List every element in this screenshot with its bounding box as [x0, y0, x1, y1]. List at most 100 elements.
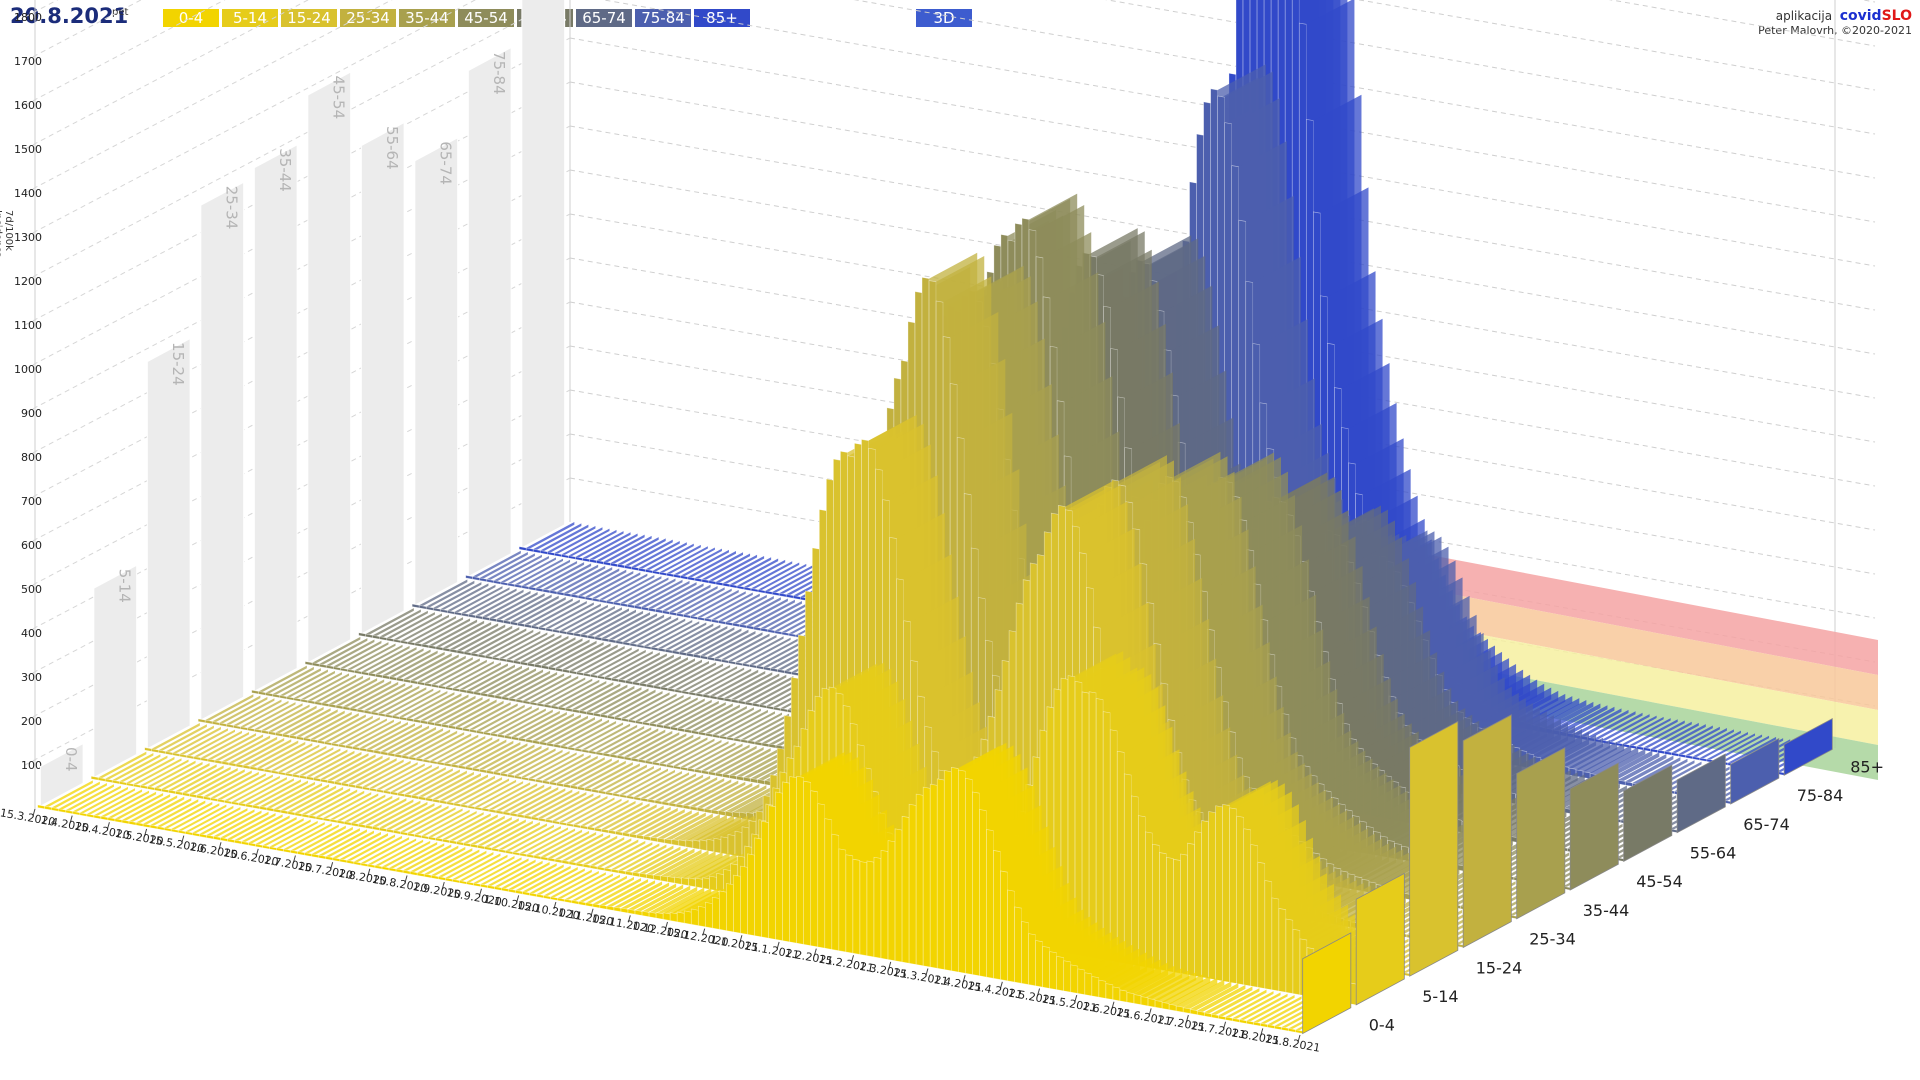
bar-side	[1699, 732, 1748, 761]
bar-side	[309, 789, 358, 818]
legend-item-25-34[interactable]: 25-34	[340, 9, 396, 27]
legend-item-85+[interactable]: 85+	[694, 9, 750, 27]
bar-side	[672, 624, 721, 654]
bar-side	[543, 869, 592, 898]
bar	[662, 610, 670, 615]
y-tick-label: 700	[21, 495, 42, 508]
bar	[1274, 1025, 1282, 1031]
bar	[620, 907, 629, 914]
bar	[972, 791, 980, 977]
bar	[265, 692, 274, 697]
bar-side	[644, 619, 693, 649]
group-label-15-24: 15-24	[1476, 958, 1523, 977]
bar	[614, 716, 622, 721]
bar	[535, 587, 544, 593]
bar	[172, 752, 181, 757]
bar	[354, 670, 362, 675]
bar-side	[655, 583, 704, 612]
bar-side	[276, 822, 325, 851]
bar	[740, 865, 748, 935]
bar-side	[507, 748, 556, 777]
bar	[373, 749, 382, 755]
bar	[510, 621, 518, 626]
bar-side	[397, 767, 446, 796]
legend-item-15-24[interactable]: 15-24	[281, 9, 337, 27]
bar	[404, 793, 413, 799]
bar	[536, 702, 545, 708]
wall-gridline	[569, 169, 1876, 399]
legend-item-45-54[interactable]: 45-54	[458, 9, 514, 27]
bar	[529, 701, 538, 706]
x-tick	[851, 955, 855, 963]
bar	[744, 701, 753, 707]
bar	[796, 775, 805, 945]
legend-item-75-84[interactable]: 75-84	[635, 9, 691, 27]
bar	[449, 648, 458, 654]
brand-name-slo[interactable]: SLO	[1881, 8, 1912, 24]
bar-side	[86, 788, 136, 817]
brand-name-covid[interactable]: covid	[1839, 8, 1882, 24]
view-3d-button[interactable]: 3D	[916, 9, 972, 27]
bar	[603, 867, 612, 873]
bar-side	[639, 657, 688, 686]
bar	[324, 741, 333, 746]
bar	[1084, 972, 1093, 997]
bar	[785, 594, 794, 599]
wall-gridline	[569, 345, 1876, 575]
bar-side	[571, 874, 620, 903]
bar-side	[348, 758, 397, 787]
bar	[388, 867, 397, 872]
bar-side	[560, 719, 610, 749]
legend-item-5-14[interactable]: 5-14	[222, 9, 278, 27]
bar	[191, 832, 200, 837]
bar-side	[529, 867, 578, 896]
bar-side	[508, 863, 557, 892]
bar-side	[236, 738, 285, 767]
bar-side	[604, 651, 653, 680]
wall-max-bar-25-34	[200, 181, 245, 721]
bar	[757, 589, 766, 594]
bar	[400, 640, 409, 645]
bar-side	[1720, 735, 1770, 764]
y-tick-label: 1300	[14, 231, 42, 244]
bar	[420, 719, 428, 725]
bar-side	[485, 629, 534, 658]
bar-side	[654, 774, 704, 804]
bar-side	[360, 837, 410, 866]
bar-side	[478, 628, 527, 657]
bar	[662, 912, 671, 921]
legend-item-65-74[interactable]: 65-74	[576, 9, 632, 27]
wall-max-label-45-54: 45-54	[329, 76, 347, 120]
bar	[358, 632, 367, 637]
bar-side	[746, 599, 795, 629]
bar-side	[290, 824, 339, 853]
bar	[466, 690, 475, 695]
bar	[675, 803, 684, 809]
bar	[529, 892, 537, 898]
bar	[286, 696, 295, 701]
bar-side	[558, 680, 607, 710]
legend-item-0-4[interactable]: 0-4	[163, 9, 219, 27]
bar-side	[414, 808, 463, 837]
bar-side	[227, 812, 276, 842]
bar	[562, 668, 570, 674]
legend-item-35-44[interactable]: 35-44	[399, 9, 455, 27]
bar-side	[524, 789, 573, 818]
bar	[427, 721, 435, 726]
bar	[258, 691, 267, 696]
bar	[452, 878, 460, 884]
bar	[179, 753, 188, 759]
bar	[44, 805, 53, 811]
bar-side	[219, 696, 268, 726]
bar	[764, 590, 773, 595]
wall-max-bar-65-74	[414, 137, 459, 607]
back-wall	[34, 0, 1876, 809]
bar	[607, 715, 615, 720]
bar	[887, 840, 896, 962]
bar	[701, 578, 710, 584]
bar-side	[499, 632, 548, 661]
bar-side	[387, 726, 437, 756]
bar-side	[410, 845, 459, 875]
bar	[417, 681, 425, 686]
bar-side	[715, 746, 764, 776]
